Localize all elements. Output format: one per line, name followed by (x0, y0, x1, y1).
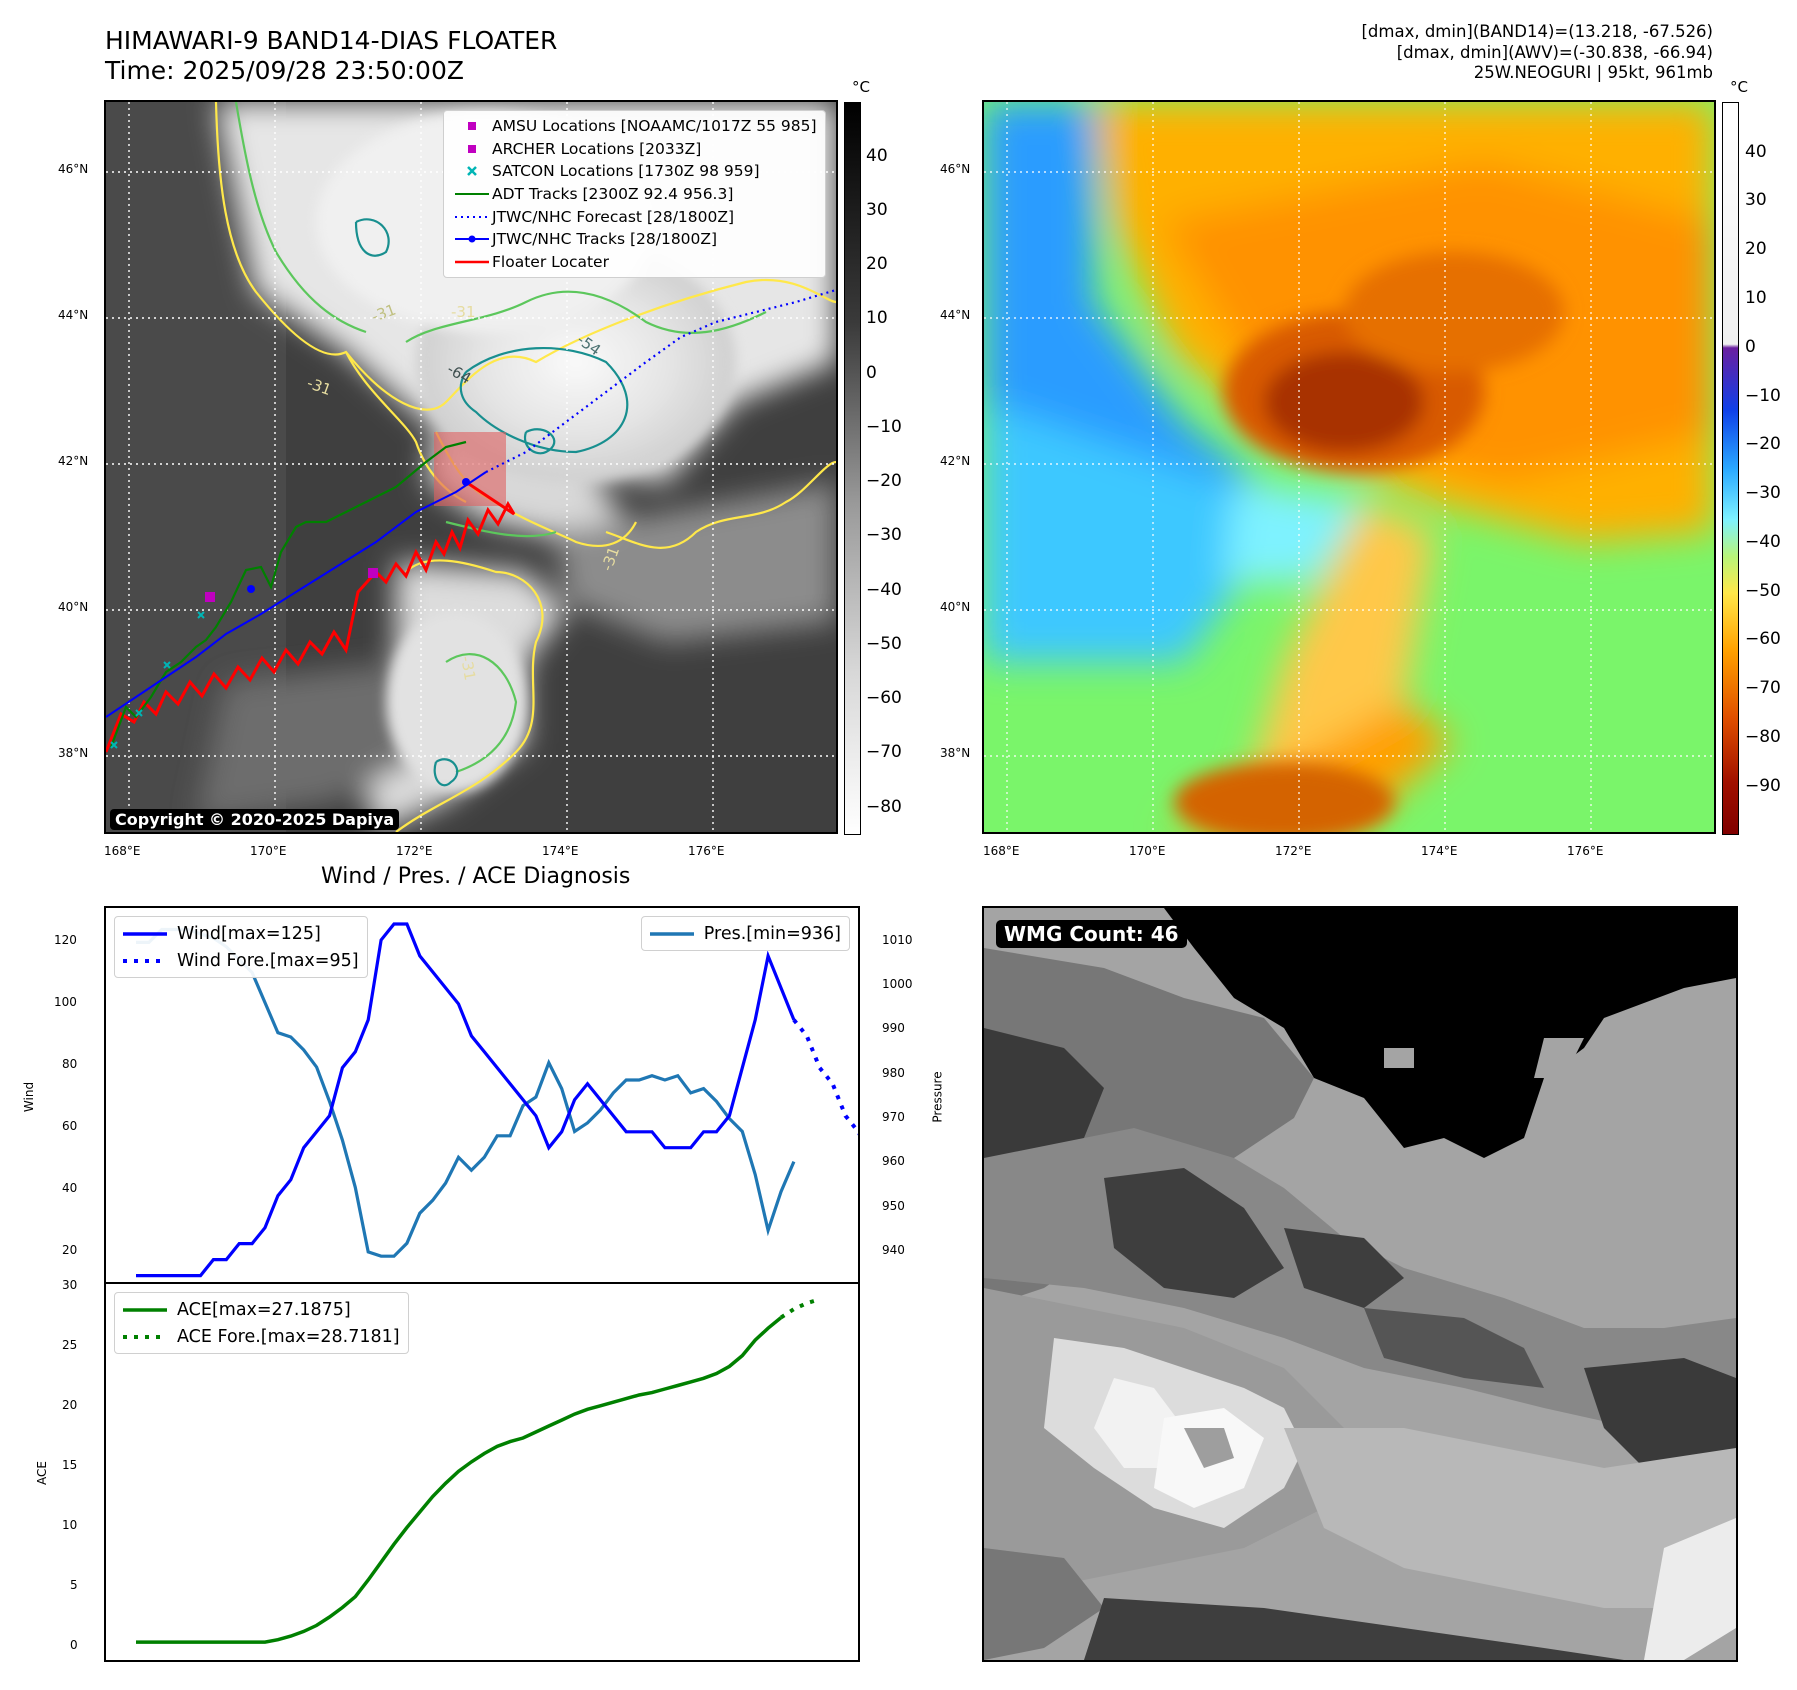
legend-wind: Wind[max=125] (123, 923, 321, 944)
color-colorbar (1722, 102, 1739, 835)
legend-amsu: AMSU Locations [NOAAMC/1017Z 55 985] (452, 115, 817, 138)
floater-box (434, 432, 506, 506)
lon-label: 176°E (688, 844, 725, 858)
lat-label: 42°N (58, 454, 89, 468)
legend-jtwc-forecast: JTWC/NHC Forecast [28/1800Z] (455, 207, 735, 226)
ace-plot (136, 1297, 821, 1644)
wind-series (136, 922, 796, 1278)
temperature-contours (214, 102, 836, 832)
title-product: HIMAWARI-9 BAND14-DIAS FLOATER (105, 26, 558, 55)
wind-forecast-series (792, 1018, 874, 1159)
lat-label: 38°N (58, 746, 89, 760)
ace-axis-label: ACE (34, 1461, 49, 1485)
legend-archer: ARCHER Locations [2033Z] (452, 138, 817, 161)
pressure-legend: Pres.[min=936] (640, 916, 850, 951)
color-colorbar-unit: °C (1730, 78, 1748, 96)
figure-title: HIMAWARI-9 BAND14-DIAS FLOATER Time: 202… (105, 26, 557, 86)
legend-ace-fore: ACE Fore.[max=28.7181] (123, 1326, 400, 1347)
map-legend: AMSU Locations [NOAAMC/1017Z 55 985] ARC… (443, 110, 826, 279)
legend-floater: Floater Locater (455, 252, 609, 271)
lon-label: 168°E (983, 844, 1020, 858)
lat-label: 40°N (940, 600, 971, 614)
ir-map-panel: -31 -31 -31 -64 -54 -31 -31 (104, 100, 838, 834)
wind-axis-label: Wind (22, 1081, 37, 1113)
legend-wind-fore: Wind Fore.[max=95] (123, 950, 359, 971)
ace-series (136, 1316, 783, 1644)
legend-satcon: SATCON Locations [1730Z 98 959] (452, 160, 817, 183)
stats-header: [dmax, dmin](BAND14)=(13.218, -67.526) [… (1361, 22, 1713, 84)
floater-track (106, 480, 516, 753)
lon-label: 168°E (104, 844, 141, 858)
amsu-locations (205, 568, 378, 602)
contour-label: -31 (451, 303, 476, 321)
lon-label: 170°E (250, 844, 287, 858)
lat-label: 44°N (58, 308, 89, 322)
lat-label: 46°N (940, 162, 971, 176)
jtwc-track-points (247, 478, 470, 593)
title-time: Time: 2025/09/28 23:50:00Z (105, 56, 464, 85)
lat-label: 44°N (940, 308, 971, 322)
wind-legend: Wind[max=125] Wind Fore.[max=95] (114, 916, 368, 978)
storm-info: 25W.NEOGURI | 95kt, 961mb (1473, 63, 1713, 82)
lon-label: 172°E (396, 844, 433, 858)
gray-colorbar (844, 102, 861, 835)
lon-label: 174°E (1421, 844, 1458, 858)
jtwc-forecast (485, 288, 836, 473)
legend-jtwc-tracks: JTWC/NHC Tracks [28/1800Z] (452, 228, 817, 251)
awv-range: [dmax, dmin](AWV)=(-30.838, -66.94) (1396, 42, 1713, 62)
jtwc-track (106, 471, 487, 718)
wmg-cold-region (1164, 908, 1736, 1158)
color-map-panel (982, 100, 1716, 834)
lat-label: 40°N (58, 600, 89, 614)
lon-label: 170°E (1129, 844, 1166, 858)
wmg-panel: WMG Count: 46 (982, 906, 1738, 1662)
color-map-canvas (984, 102, 1714, 832)
lat-label: 42°N (940, 454, 971, 468)
pressure-series (136, 927, 796, 1258)
lon-label: 176°E (1567, 844, 1604, 858)
band14-range: [dmax, dmin](BAND14)=(13.218, -67.526) (1361, 22, 1713, 41)
diagnosis-title: Wind / Pres. / ACE Diagnosis (321, 864, 631, 889)
wmg-canvas (984, 908, 1736, 1660)
lon-label: 174°E (542, 844, 579, 858)
ace-panel: ACE[max=27.1875] ACE Fore.[max=28.7181] (104, 1282, 860, 1662)
lon-label: 172°E (1275, 844, 1312, 858)
pressure-axis-label: Pressure (930, 1071, 945, 1123)
copyright-label: Copyright © 2020-2025 Dapiya (110, 809, 400, 830)
legend-ace: ACE[max=27.1875] (123, 1299, 351, 1320)
satcon-locations (110, 611, 205, 749)
wind-pressure-panel: Wind[max=125] Wind Fore.[max=95] Pres.[m… (104, 906, 874, 1284)
lat-label: 38°N (940, 746, 971, 760)
color-map-gridlines (984, 102, 1714, 832)
contour-label: -31 (457, 655, 479, 682)
wmg-count-label: WMG Count: 46 (996, 920, 1187, 948)
ace-forecast-series (779, 1297, 821, 1320)
legend-adt: ADT Tracks [2300Z 92.4 956.3] (455, 185, 734, 204)
ace-legend: ACE[max=27.1875] ACE Fore.[max=28.7181] (114, 1292, 409, 1354)
legend-pressure: Pres.[min=936] (649, 923, 841, 944)
gray-colorbar-unit: °C (852, 78, 870, 96)
lat-label: 46°N (58, 162, 89, 176)
